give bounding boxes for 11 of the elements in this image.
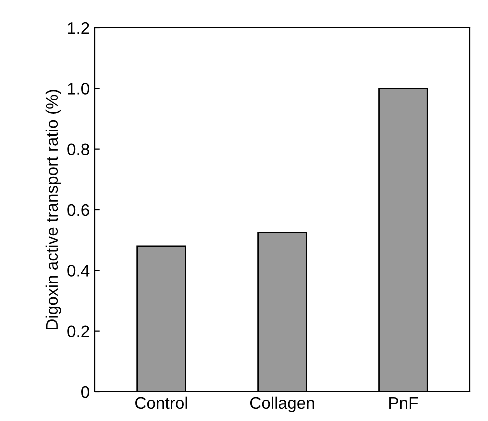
y-tick-label: 0 [82, 386, 90, 398]
y-tick-label: 0.2 [68, 326, 90, 338]
y-tick-label: 0.4 [68, 265, 90, 277]
y-tick-label: 0.8 [68, 144, 90, 156]
x-tick-label: Control [136, 396, 188, 410]
x-tick-label: Collagen [250, 396, 314, 412]
y-tick-label: 0.6 [68, 204, 90, 216]
y-axis-title: Digoxin active transport ratio (%) [46, 90, 62, 330]
y-tick-label: 1.2 [68, 22, 90, 34]
y-tick-label: 1.0 [68, 83, 90, 95]
x-tick-label: PnF [390, 397, 418, 409]
